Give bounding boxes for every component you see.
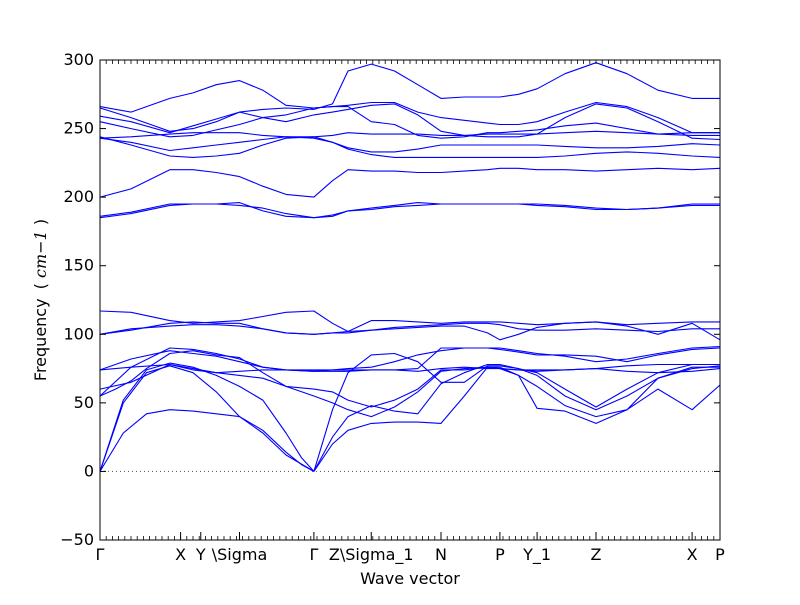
- x-tick-label: Γ: [96, 545, 105, 564]
- band-line-3: [99, 409, 315, 472]
- x-tick-label: X: [687, 545, 698, 564]
- x-tick-label: Z\Sigma_1: [329, 545, 414, 565]
- x-tick-label: Y: [195, 545, 206, 564]
- series-layer: [99, 62, 721, 472]
- band-line-19: [99, 136, 721, 153]
- band-line-21: [99, 106, 720, 139]
- x-tick-label: X: [175, 545, 186, 564]
- x-tick-label: \Sigma: [212, 545, 268, 564]
- band-line-16: [99, 202, 720, 219]
- y-tick-label: 200: [63, 187, 94, 206]
- x-tick-label: N: [435, 545, 447, 564]
- y-tick-label: 150: [63, 256, 94, 275]
- y-tick-label: 300: [63, 50, 94, 69]
- y-axis-label: Frequency ( cm−1 ): [31, 219, 50, 381]
- x-tick-label: Z: [591, 545, 602, 564]
- band-line-6: [313, 352, 720, 472]
- x-tick-label: P: [715, 545, 725, 564]
- y-tick-label: −50: [60, 530, 94, 549]
- band-line-12: [99, 321, 720, 335]
- band-line-4: [313, 366, 721, 472]
- y-tick-label: 0: [84, 461, 94, 480]
- band-line-23: [99, 62, 720, 134]
- band-line-24: [99, 80, 720, 134]
- band-line-2: [99, 362, 315, 472]
- y-axis: −50 0 50 100 150 200 250 300: [60, 50, 720, 549]
- x-axis: Γ X Y \Sigma Γ Z\Sigma_1 N P Y_1 Z X P: [96, 60, 725, 565]
- y-axis-unit: cm−1: [31, 230, 50, 278]
- x-tick-label: Γ: [309, 545, 318, 564]
- band-line-10: [99, 346, 721, 372]
- band-line-22: [99, 103, 721, 141]
- y-tick-label: 50: [74, 393, 94, 412]
- band-line-20: [99, 130, 720, 139]
- band-line-11: [99, 347, 721, 397]
- x-axis-label: Wave vector: [360, 569, 460, 588]
- band-line-14: [99, 310, 720, 333]
- band-line-1: [99, 365, 315, 472]
- band-line-18: [99, 136, 721, 158]
- x-tick-label: P: [495, 545, 505, 564]
- band-line-5: [313, 363, 721, 472]
- x-tick-label: Y_1: [522, 545, 551, 565]
- y-axis-label-text: Frequency: [31, 298, 50, 381]
- y-tick-label: 250: [63, 119, 94, 138]
- y-tick-label: 100: [63, 324, 94, 343]
- band-line-17: [99, 167, 721, 198]
- band-line-9: [99, 363, 720, 374]
